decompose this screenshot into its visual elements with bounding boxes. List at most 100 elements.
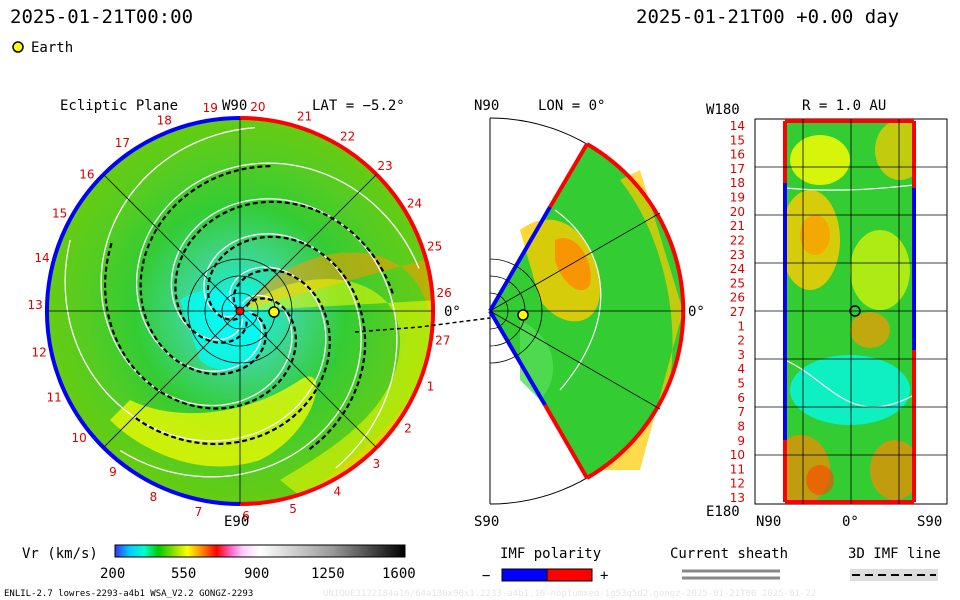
- current-sheath-contour: [64, 240, 327, 442]
- polarity-rim-negative: [44, 173, 241, 506]
- synoptic-row-label: 14: [730, 119, 745, 133]
- imf-line-title: 3D IMF line: [848, 546, 941, 562]
- ecliptic-rim-number: 13: [27, 298, 42, 312]
- ecliptic-rim-number: 19: [203, 101, 218, 115]
- imf-polarity-positive-swatch: [546, 568, 593, 582]
- ecliptic-rim-number: 11: [47, 391, 62, 405]
- synoptic-row-label: 27: [730, 305, 745, 319]
- synoptic-row-label: 19: [730, 191, 745, 205]
- ecliptic-rim-number: 3: [372, 457, 380, 471]
- synoptic-row-label: 26: [730, 291, 745, 305]
- ecliptic-rim-number: 17: [115, 136, 130, 150]
- synoptic-bottom-s90: S90: [917, 514, 942, 530]
- synoptic-row-label: 24: [730, 262, 745, 276]
- ecliptic-top-label: W90: [222, 98, 247, 114]
- current-sheath-contour: [170, 198, 398, 469]
- earth-legend-icon: [12, 41, 24, 53]
- colorbar-tick-550: 550: [171, 566, 196, 582]
- synoptic-bottom-left-label: E180: [706, 504, 740, 520]
- ecliptic-rim-number: 14: [34, 251, 49, 265]
- timestamp-left: 2025-01-21T00:00: [10, 6, 193, 28]
- ecliptic-rim-number: 18: [157, 114, 172, 128]
- ecliptic-rim-number: 25: [427, 240, 442, 254]
- ecliptic-rim-number: 7: [195, 505, 203, 519]
- synoptic-row-label: 10: [730, 448, 745, 462]
- ecliptic-plane-plot: 2021222324252627123456789101112131415161…: [27, 98, 460, 530]
- earth-marker-synoptic: [849, 305, 861, 317]
- current-sheath-title: Current sheath: [670, 546, 788, 562]
- ecliptic-rim-number: 21: [297, 109, 312, 123]
- footer-left: ENLIL-2.7 lowres-2293-a4b1 WSA_V2.2 GONG…: [4, 589, 253, 599]
- imf-polarity-negative-swatch: [501, 568, 548, 582]
- imf-spiral-line: [134, 269, 331, 446]
- current-sheath-contour: [135, 162, 420, 372]
- earth-marker-ecliptic: [268, 306, 280, 318]
- earth-marker-meridional: [517, 309, 529, 321]
- synoptic-row-label: 8: [737, 420, 745, 434]
- ecliptic-lat-label: LAT = −5.2°: [312, 98, 405, 114]
- synoptic-row-label: 13: [730, 491, 745, 505]
- imf-spiral-line: [174, 200, 395, 344]
- meridional-bottom-label: S90: [474, 514, 499, 530]
- ecliptic-rim-number: 4: [333, 484, 341, 498]
- synoptic-title: R = 1.0 AU: [802, 98, 886, 114]
- synoptic-row-label: 7: [737, 405, 745, 419]
- sun-icon: [235, 306, 245, 316]
- synoptic-row-label: 15: [730, 133, 745, 147]
- synoptic-row-label: 11: [730, 462, 745, 476]
- ecliptic-rim-number: 10: [72, 431, 87, 445]
- ecliptic-rim-number: 9: [109, 465, 117, 479]
- ecliptic-rim-number: 26: [437, 286, 452, 300]
- synoptic-row-label: 4: [737, 362, 745, 376]
- synoptic-row-label: 12: [730, 477, 745, 491]
- synoptic-bottom-0: 0°: [842, 514, 859, 530]
- colorbar-tick-1250: 1250: [311, 566, 345, 582]
- meridional-plane-plot: N90 LON = 0° 0° S90: [474, 98, 705, 530]
- ecliptic-rim-number: 8: [150, 490, 158, 504]
- synoptic-row-label: 17: [730, 162, 745, 176]
- ecliptic-rim-number: 27: [435, 334, 450, 348]
- ecliptic-rim-number: 2: [404, 422, 412, 436]
- colorbar-tick-200: 200: [100, 566, 125, 582]
- colorbar-label: Vr (km/s): [22, 546, 98, 562]
- imf-polarity-plus: +: [600, 568, 608, 584]
- ecliptic-rim-number: 5: [289, 502, 297, 516]
- colorbar-tick-900: 900: [244, 566, 269, 582]
- ecliptic-rim-number: 12: [32, 346, 47, 360]
- synoptic-row-label: 1: [737, 319, 745, 333]
- synoptic-top-left-label: W180: [706, 102, 740, 118]
- imf-spiral-line: [206, 235, 367, 451]
- colorbar: [114, 544, 406, 558]
- ecliptic-rim-number: 1: [427, 380, 435, 394]
- synoptic-row-label: 21: [730, 219, 745, 233]
- ecliptic-rim-number: 22: [340, 130, 355, 144]
- synoptic-row-label: 22: [730, 234, 745, 248]
- synoptic-row-label: 3: [737, 348, 745, 362]
- ecliptic-rim-number: 15: [52, 207, 67, 221]
- synoptic-row-label: 23: [730, 248, 745, 262]
- timestamp-right: 2025-01-21T00 +0.00 day: [636, 6, 899, 28]
- ecliptic-rim-number: 24: [407, 196, 422, 210]
- earth-legend-label: Earth: [31, 40, 73, 56]
- synoptic-row-label: 18: [730, 176, 745, 190]
- ecliptic-rim-number: 6: [242, 509, 250, 523]
- synoptic-bottom-n90: N90: [756, 514, 781, 530]
- synoptic-row-label: 20: [730, 205, 745, 219]
- synoptic-row-label: 25: [730, 276, 745, 290]
- ecliptic-rim-number: 23: [377, 159, 392, 173]
- footer-right: UNIQUE3122184a16/64a130x90x1.2233-a4b1.1…: [323, 589, 816, 599]
- meridional-right-label: 0°: [688, 304, 705, 320]
- synoptic-map: 1415161718192021222324252627123456789101…: [706, 98, 948, 530]
- imf-spiral-line: [103, 241, 297, 410]
- imf-polarity-minus: −: [482, 568, 490, 584]
- imf-spiral-line: [139, 165, 272, 376]
- synoptic-row-label: 2: [737, 334, 745, 348]
- synoptic-row-label: 16: [730, 148, 745, 162]
- ecliptic-rim-number: 16: [79, 168, 94, 182]
- ecliptic-rim-number: 20: [250, 100, 265, 114]
- colorbar-tick-1600: 1600: [382, 566, 416, 582]
- synoptic-row-label: 6: [737, 391, 745, 405]
- imf-connection-line: [354, 317, 491, 333]
- ecliptic-bottom-label: E90: [224, 514, 249, 530]
